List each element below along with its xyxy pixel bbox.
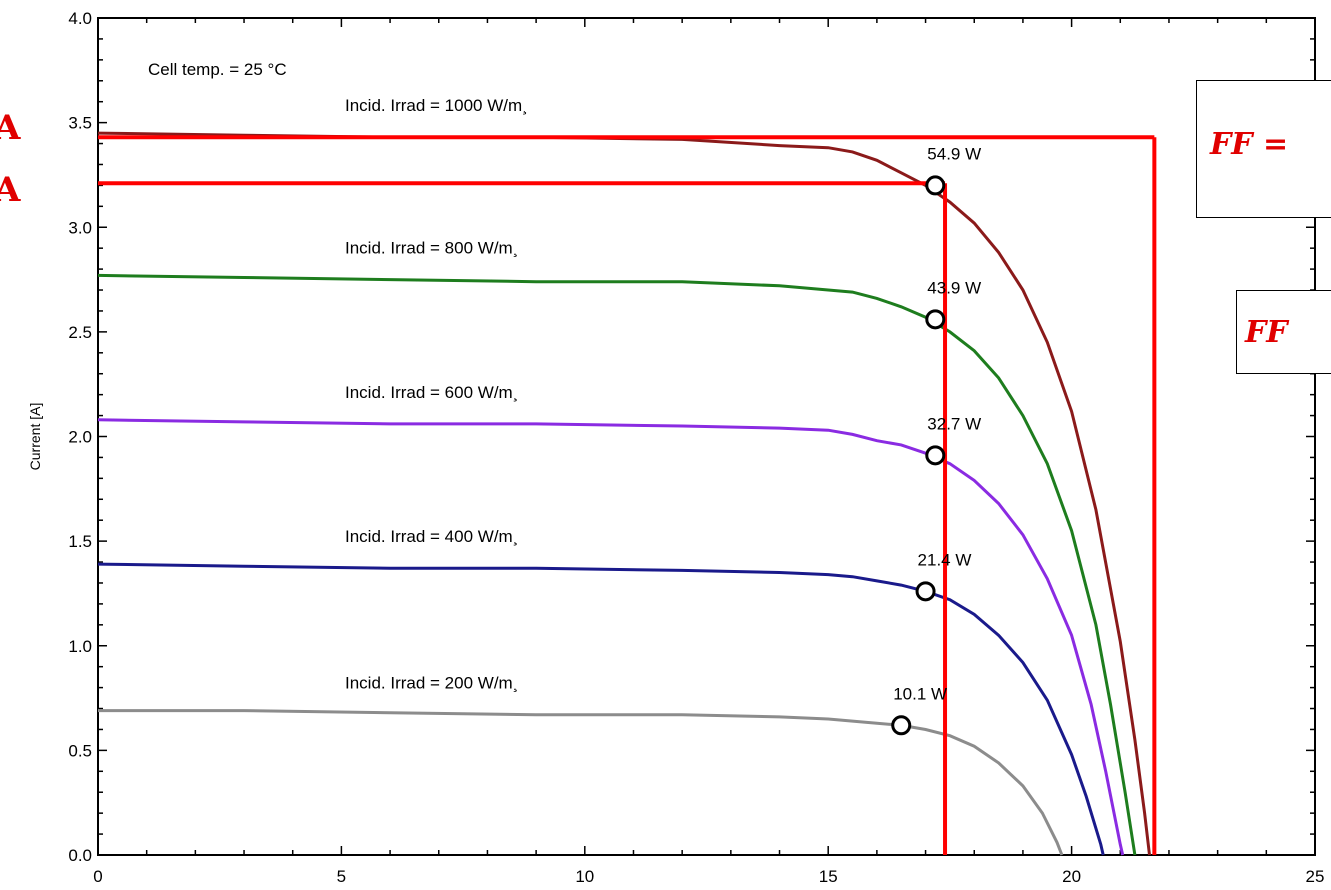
series-label: Incid. Irrad = 800 W/m¸ [345, 238, 518, 257]
mpp-marker [891, 715, 912, 736]
edge-letter-a-1: A [0, 108, 21, 148]
x-tick-label: 10 [575, 867, 594, 886]
chart-curves [97, 131, 1151, 856]
mpp-marker [915, 581, 936, 602]
y-tick-label: 1.0 [68, 637, 92, 656]
x-tick-label: 25 [1306, 867, 1325, 886]
x-tick-label: 5 [337, 867, 346, 886]
ff-formula-text-1: FF = [1210, 127, 1289, 162]
mpp-marker [925, 309, 946, 330]
y-tick-label: 2.0 [68, 428, 92, 447]
y-tick-label: 0.0 [68, 846, 92, 865]
mpp-marker [925, 175, 946, 196]
chart-overlay-lines [98, 135, 1157, 855]
y-tick-label: 3.5 [68, 114, 92, 133]
edge-letter-a-2: A [0, 170, 21, 210]
chart-mpp-markers [891, 175, 946, 736]
mpp-power-label: 54.9 W [927, 144, 981, 163]
x-tick-label: 0 [93, 867, 102, 886]
ff-formula-box-2: FF [1236, 290, 1331, 374]
x-tick-label: 15 [819, 867, 838, 886]
mpp-power-label: 10.1 W [893, 684, 947, 703]
mpp-power-label: 43.9 W [927, 278, 981, 297]
x-tick-label: 20 [1062, 867, 1081, 886]
y-tick-label: 4.0 [68, 9, 92, 28]
ff-formula-text-2: FF [1245, 315, 1288, 350]
y-tick-label: 3.0 [68, 218, 92, 237]
y-tick-label: 1.5 [68, 532, 92, 551]
series-label: Incid. Irrad = 600 W/m¸ [345, 383, 518, 402]
series-label: Incid. Irrad = 200 W/m¸ [345, 674, 518, 693]
iv-curve-series [98, 709, 1064, 856]
mpp-marker [925, 445, 946, 466]
chart-axes: 0 5 10 15 20 25 0.0 0.5 1.0 1.5 2.0 2.5 3.0 3.5 4.0 Cur… [27, 9, 1324, 886]
y-tick-label: 0.5 [68, 741, 92, 760]
cell-temp-annotation: Cell temp. = 25 °C [148, 60, 287, 79]
y-axis-label: Current [A] [27, 403, 43, 471]
iv-curve-series [97, 418, 1125, 856]
series-label: Incid. Irrad = 400 W/m¸ [345, 527, 518, 546]
mpp-power-label: 32.7 W [927, 414, 981, 433]
series-label: Incid. Irrad = 1000 W/m¸ [345, 96, 528, 115]
ff-formula-box-1: FF = [1196, 80, 1331, 218]
chart-labels: Cell temp. = 25 °C Incid. Irrad = 1000 W/… [148, 60, 981, 703]
iv-curve-series [97, 131, 1151, 856]
y-tick-label: 2.5 [68, 323, 92, 342]
mpp-power-label: 21.4 W [918, 550, 972, 569]
iv-curve-series [97, 562, 1105, 856]
